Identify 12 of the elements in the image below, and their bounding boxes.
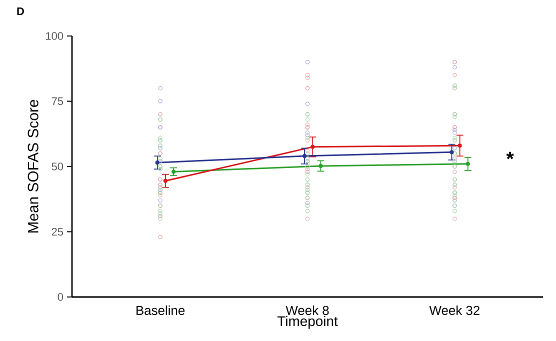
- x-tick-label: Week 32: [429, 305, 480, 316]
- x-tick-label: Baseline: [136, 305, 185, 316]
- y-axis-title: Mean SOFAS Score: [28, 100, 38, 233]
- chart-title: D: [17, 8, 24, 16]
- x-axis-title: Timepoint: [277, 316, 338, 329]
- y-tick-label: 75: [52, 97, 64, 106]
- y-tick-label: 50: [52, 162, 64, 170]
- y-tick-label: 25: [52, 228, 64, 236]
- annotation: *: [506, 152, 514, 160]
- y-tick-label: 100: [46, 32, 64, 40]
- y-tick-label: 0: [58, 293, 64, 301]
- x-tick-label: Week 8: [286, 305, 329, 316]
